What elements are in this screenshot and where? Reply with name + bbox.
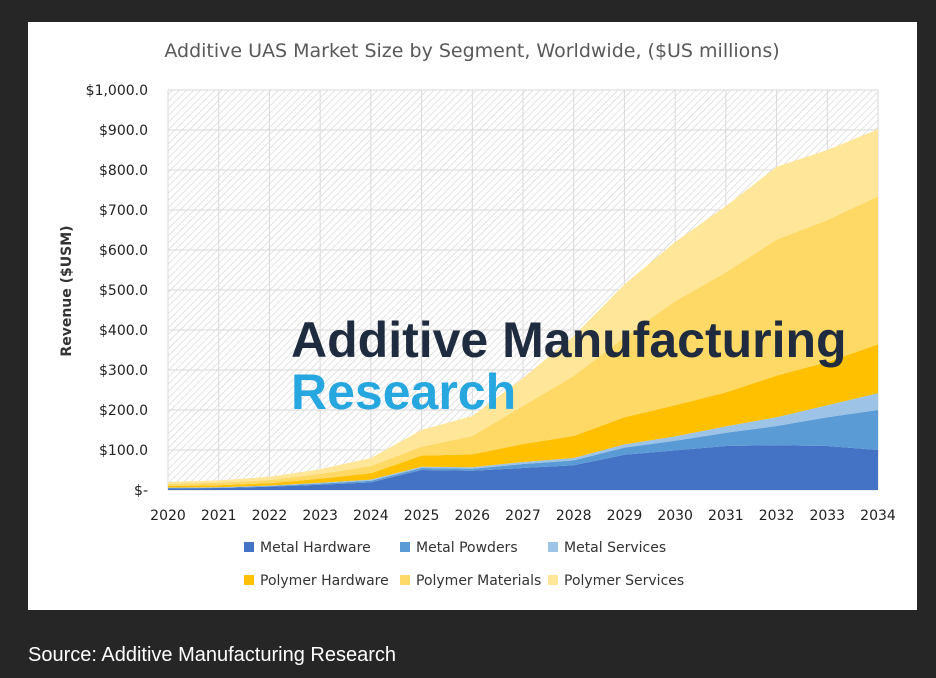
area-polymer-materials [168, 196, 878, 486]
x-tick-label: 2030 [657, 508, 693, 524]
watermark-line1: Additive Manufacturing [291, 312, 847, 368]
legend-label: Polymer Services [564, 573, 684, 589]
legend-label: Metal Hardware [260, 540, 371, 556]
legend-item-polymer-hardware: Polymer Hardware [244, 573, 389, 589]
area-metal-hardware [168, 445, 878, 490]
watermark-line2: Research [291, 364, 516, 420]
legend-item-metal-hardware: Metal Hardware [244, 540, 371, 556]
legend-item-polymer-materials: Polymer Materials [400, 573, 541, 589]
legend-item-metal-services: Metal Services [548, 540, 666, 556]
x-tick-label: 2024 [353, 508, 389, 524]
legend: Metal Hardware Metal Powders Metal Service… [244, 540, 684, 589]
legend-label: Polymer Materials [416, 573, 541, 589]
y-tick-label: $1,000.0 [86, 83, 148, 99]
area-polymer-services [168, 129, 878, 484]
legend-label: Metal Powders [416, 540, 518, 556]
legend-label: Polymer Hardware [260, 573, 389, 589]
y-tick-label: $600.0 [99, 243, 148, 259]
x-tick-label: 2026 [454, 508, 490, 524]
legend-swatch [244, 575, 254, 585]
legend-swatch [400, 542, 410, 552]
x-tick-label: 2027 [505, 508, 541, 524]
chart-title: Additive UAS Market Size by Segment, Wor… [164, 40, 779, 62]
legend-label: Metal Services [564, 540, 666, 556]
x-tick-label: 2033 [809, 508, 845, 524]
x-tick-label: 2020 [150, 508, 186, 524]
x-tick-label: 2028 [556, 508, 592, 524]
y-tick-label: $400.0 [99, 323, 148, 339]
y-tick-label: $100.0 [99, 443, 148, 459]
area-series [168, 129, 878, 490]
x-tick-label: 2029 [607, 508, 643, 524]
y-tick-label: $500.0 [99, 283, 148, 299]
y-tick-label: $300.0 [99, 363, 148, 379]
legend-swatch [548, 542, 558, 552]
x-tick-label: 2032 [759, 508, 795, 524]
y-tick-label: $200.0 [99, 403, 148, 419]
source-caption: Source: Additive Manufacturing Research [28, 644, 396, 666]
x-tick-label: 2031 [708, 508, 744, 524]
watermark-logo: Additive Manufacturing Research [291, 312, 847, 420]
legend-swatch [548, 575, 558, 585]
y-axis-label: Revenue ($USM) [59, 225, 75, 356]
x-tick-label: 2023 [302, 508, 338, 524]
legend-item-polymer-services: Polymer Services [548, 573, 684, 589]
x-tick-label: 2025 [404, 508, 440, 524]
y-tick-label: $900.0 [99, 123, 148, 139]
x-tick-label: 2034 [860, 508, 896, 524]
y-tick-label: $700.0 [99, 203, 148, 219]
x-axis-ticks: 2020 2021 2022 2023 2024 2025 2026 2027 2028 2029… [150, 508, 896, 524]
legend-item-metal-powders: Metal Powders [400, 540, 518, 556]
chart-svg: Additive UAS Market Size by Segment, Wor… [59, 40, 896, 589]
y-tick-label: $800.0 [99, 163, 148, 179]
y-axis-ticks: $- $100.0 $200.0 $300.0 $400.0 $500.0 $600.0 $7… [86, 83, 148, 499]
legend-swatch [244, 542, 254, 552]
y-tick-label: $- [134, 483, 148, 499]
area-polymer-hardware [168, 344, 878, 488]
x-tick-label: 2021 [201, 508, 237, 524]
x-tick-label: 2022 [252, 508, 288, 524]
chart-panel: Additive UAS Market Size by Segment, Wor… [28, 22, 917, 610]
legend-swatch [400, 575, 410, 585]
